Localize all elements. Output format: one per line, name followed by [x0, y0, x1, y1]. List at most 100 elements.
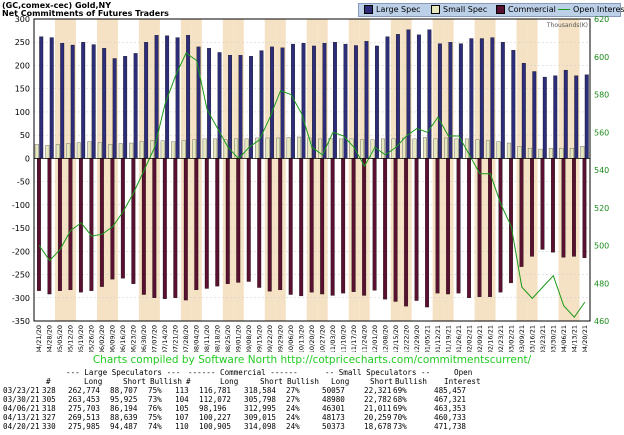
x-tick-label: 02/09/21 [476, 325, 484, 352]
large-spec-bar [207, 48, 212, 159]
small-spec-bar [318, 138, 323, 159]
commercial-bar [414, 158, 419, 301]
large-spec-bar [354, 45, 358, 159]
large-spec-bar [70, 44, 75, 159]
left-tick-label: 150 [15, 85, 30, 94]
table-cell: 275,703 [68, 404, 101, 413]
large-spec-bar [437, 43, 442, 159]
legend-small-spec: Small Spec [431, 5, 487, 14]
hdr-open: Open [454, 368, 473, 377]
large-spec-bar [144, 42, 149, 159]
x-tick-label: 12/22/20 [402, 325, 410, 352]
large-spec-bar [364, 41, 369, 159]
small-spec-bar [297, 136, 302, 159]
table-cell: 263,453 [68, 395, 101, 404]
small-spec-bar [202, 138, 207, 159]
large-spec-bar [270, 46, 274, 159]
table-cell: 269,513 [68, 413, 101, 422]
col-header: Short [370, 377, 393, 386]
left-tick-label: -250 [12, 271, 30, 280]
x-tick-label: 10/20/20 [308, 325, 316, 352]
large-spec-bar [490, 37, 495, 159]
small-spec-bar [265, 137, 270, 159]
commercial-bar [582, 158, 587, 258]
small-spec-bar [548, 147, 553, 159]
x-tick-label: 09/15/20 [256, 325, 264, 352]
table-cell: 18,678 [364, 422, 392, 431]
plot-frame [33, 18, 591, 322]
x-tick-label: 03/09/21 [518, 325, 526, 352]
table-cell: 22,782 [364, 395, 392, 404]
commercial-bar [509, 158, 513, 284]
x-tick-label: 08/11/20 [203, 325, 211, 352]
legend-commercial-label: Commercial [508, 5, 556, 14]
commercial-bar [246, 158, 251, 282]
small-spec-bar [87, 141, 92, 159]
large-spec-bar [280, 47, 285, 159]
left-tick-label: -350 [12, 317, 30, 326]
table-cell: 24% [286, 422, 300, 431]
commercial-bar [131, 158, 136, 284]
small-spec-bar [181, 140, 186, 159]
large-spec-bar [406, 29, 411, 159]
commercial-bar [383, 158, 388, 300]
large-spec-bar [333, 42, 337, 159]
table-cell: 460,733 [434, 413, 467, 422]
col-header: # [186, 377, 191, 386]
x-tick-label: 03/16/21 [528, 325, 536, 352]
table-row: 03/23/21 328 262,774 88,707 75% 113 116,781 318… [0, 386, 624, 395]
commercial-swatch [496, 5, 505, 14]
x-tick-label: 08/18/20 [214, 325, 222, 352]
small-spec-bar [276, 137, 281, 159]
table-cell: 76% [148, 404, 162, 413]
x-tick-label: 07/21/20 [172, 325, 180, 352]
small-spec-bar [139, 141, 144, 159]
commercial-bar [183, 158, 188, 301]
legend-commercial: Commercial [496, 5, 556, 14]
positions-table: --- Large Speculators --- ------ Commerc… [0, 368, 624, 431]
large-spec-bar [521, 62, 526, 159]
small-spec-swatch [431, 5, 440, 14]
commercial-bar [173, 158, 178, 298]
x-tick-label: 07/14/20 [161, 325, 169, 352]
large-spec-bar [228, 55, 233, 159]
right-tick-label: 560 [594, 128, 609, 137]
large-spec-bar [322, 43, 327, 159]
table-header-2: # Long Short Bullish # Long Short Bullish Long Sh… [0, 377, 624, 386]
x-tick-label: 07/28/20 [182, 325, 190, 352]
commercial-bar [330, 158, 335, 296]
table-cell: 107 [175, 413, 189, 422]
small-spec-bar [339, 138, 344, 159]
table-cell: 21,011 [364, 404, 392, 413]
commercial-bar [341, 158, 346, 294]
table-cell: 116,781 [199, 386, 232, 395]
large-spec-bar [217, 52, 222, 159]
commercial-bar [78, 158, 83, 293]
x-tick-label: 10/27/20 [318, 325, 326, 352]
cot-chart: 300250200150100500-50-100-150-200-250-30… [12, 15, 609, 352]
table-cell: 24% [286, 413, 300, 422]
table-cell: 75% [148, 413, 162, 422]
table-cell: 03/30/21 [3, 395, 40, 404]
table-cell: 24% [286, 404, 300, 413]
commercial-bar [162, 158, 167, 299]
large-spec-bar [427, 29, 432, 159]
large-spec-bar [395, 34, 400, 159]
table-cell: 328 [42, 386, 56, 395]
commercial-bar [57, 158, 62, 291]
x-tick-label: 08/04/20 [193, 325, 201, 352]
small-spec-bar [538, 148, 543, 159]
table-cell: 69% [393, 386, 407, 395]
col-header: Short [123, 377, 146, 386]
small-spec-bar [66, 143, 71, 159]
col-header: Long [220, 377, 239, 386]
small-spec-bar [360, 139, 365, 159]
col-header: Interest [444, 377, 481, 386]
commercial-bar [435, 158, 440, 294]
col-header: Bullish [395, 377, 428, 386]
large-spec-bar [123, 56, 128, 159]
commercial-bar [267, 158, 272, 292]
small-spec-bar [527, 147, 532, 159]
table-cell: 105 [175, 404, 189, 413]
small-spec-bar [580, 146, 585, 159]
